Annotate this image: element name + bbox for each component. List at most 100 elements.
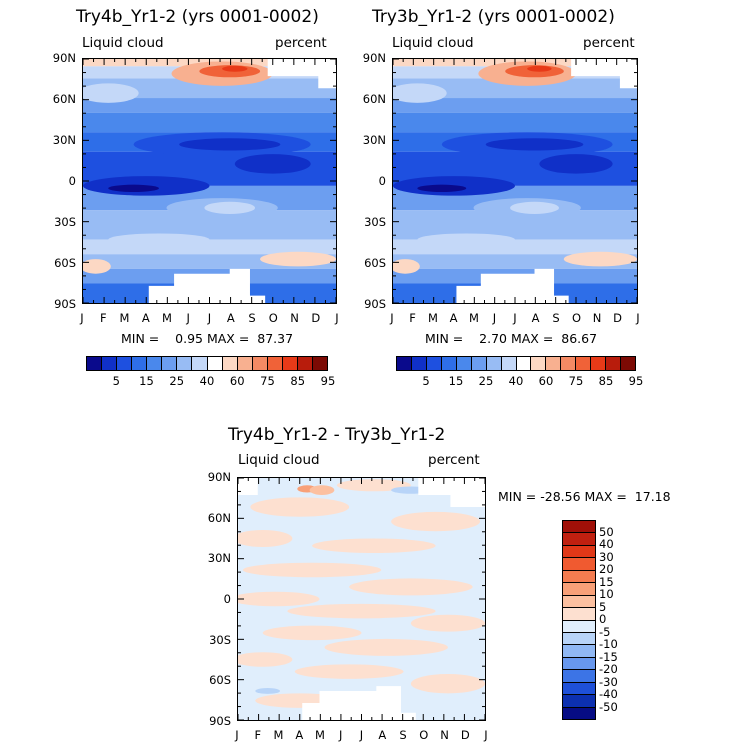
colorbar-swatch: [516, 357, 532, 370]
x-tick-label: D: [613, 311, 622, 325]
colorbar-tick-label: 75: [260, 374, 275, 388]
panel1-units-label: percent: [275, 35, 327, 51]
colorbar-swatch: [102, 357, 118, 370]
panel3-min-max: MIN = -28.56 MAX = 17.18: [498, 489, 671, 504]
colorbar-swatch: [563, 620, 595, 633]
y-tick-label: 60N: [207, 510, 231, 525]
colorbar-swatch: [237, 357, 253, 370]
panel3-title: Try4b_Yr1-2 - Try3b_Yr1-2: [228, 425, 446, 445]
colorbar-tick-label: 60: [538, 374, 554, 388]
x-tick-label: D: [460, 728, 470, 742]
missing-data-south: [302, 686, 416, 720]
colorbar-tick-label: 15: [448, 374, 464, 388]
colorbar-swatch: [132, 357, 148, 370]
colorbar-swatch: [563, 595, 595, 609]
x-tick-label: F: [409, 311, 416, 325]
anomaly-peak: [309, 485, 335, 495]
y-tick-label: 0: [68, 174, 76, 188]
blob: [83, 83, 139, 103]
colorbar-swatch: [563, 695, 595, 708]
positive-anomaly: [287, 603, 436, 619]
colorbar-swatch: [411, 357, 427, 370]
y-tick-label: 60S: [54, 256, 76, 270]
p1-field: [83, 59, 336, 303]
colorbar-swatch: [563, 645, 595, 658]
missing-data-north: [418, 478, 485, 508]
panel2-variable-label: Liquid cloud: [392, 35, 474, 51]
colorbar-swatch: [267, 357, 283, 370]
band: [393, 112, 637, 133]
blob: [485, 138, 584, 151]
colorbar-swatch: [563, 682, 595, 696]
colorbar-swatch: [563, 521, 595, 534]
blob: [510, 201, 559, 214]
colorbar-swatch: [162, 357, 178, 370]
panel3-units-label: percent: [428, 452, 480, 468]
panel1-title: Try4b_Yr1-2 (yrs 0001-0002): [76, 7, 319, 27]
colorbar-swatch: [563, 657, 595, 671]
colorbar-swatch: [576, 357, 592, 370]
colorbar-swatch: [486, 357, 502, 370]
x-tick-label: J: [359, 728, 364, 742]
colorbar-swatch: [501, 357, 517, 370]
y-tick-label: 30N: [362, 133, 386, 147]
colorbar-tick-label: 0: [599, 612, 607, 626]
band: [393, 78, 637, 99]
panel3-colorbar: [562, 520, 596, 720]
colorbar-tick-label: 85: [598, 374, 614, 388]
colorbar-swatch: [621, 357, 635, 370]
colorbar-swatch: [312, 357, 327, 370]
colorbar-tick-label: 50: [599, 524, 614, 539]
positive-anomaly: [391, 511, 481, 532]
band: [393, 98, 637, 113]
y-tick-label: 60N: [52, 92, 76, 106]
arctic-peak: [222, 65, 248, 72]
colorbar-tick-label: 20: [599, 562, 614, 576]
colorbar-tick-label: 85: [290, 374, 306, 388]
colorbar-swatch: [561, 357, 577, 370]
blob: [539, 154, 613, 174]
x-tick-label: F: [254, 728, 262, 742]
colorbar-tick-label: 95: [628, 374, 644, 388]
colorbar-swatch: [282, 357, 298, 370]
blob: [393, 83, 447, 103]
colorbar-swatch: [297, 357, 313, 370]
panel2-plot: [392, 58, 638, 304]
colorbar-swatch: [207, 357, 223, 370]
x-tick-label: A: [141, 311, 150, 325]
x-tick-label: A: [295, 728, 304, 742]
arctic-peak: [527, 65, 552, 72]
colorbar-tick-label: -20: [599, 662, 618, 676]
colorbar-tick-label: -15: [599, 649, 618, 664]
positive-anomaly: [312, 538, 436, 554]
colorbar-swatch: [441, 357, 457, 370]
missing-data-north: [267, 59, 336, 89]
colorbar-tick-label: 10: [599, 587, 614, 601]
x-tick-label: F: [99, 311, 107, 325]
positive-anomaly: [238, 530, 293, 547]
blob: [204, 201, 256, 214]
colorbar-swatch: [546, 357, 562, 370]
x-tick-label: A: [378, 728, 387, 742]
colorbar-swatch: [563, 583, 595, 596]
panel2-min-max: MIN = 2.70 MAX = 86.67: [425, 331, 598, 346]
x-tick-label: M: [119, 311, 130, 325]
panel2-title: Try3b_Yr1-2 (yrs 0001-0002): [372, 7, 615, 27]
x-tick-label: J: [207, 311, 212, 325]
colorbar-swatch: [563, 558, 595, 571]
x-tick-label: O: [268, 311, 278, 325]
band: [83, 112, 336, 133]
y-tick-label: 60S: [209, 673, 231, 688]
positive-anomaly: [262, 625, 362, 641]
positive-anomaly: [410, 614, 485, 632]
colorbar-swatch: [222, 357, 238, 370]
positive-anomaly: [349, 578, 473, 596]
x-tick-label: A: [449, 311, 458, 325]
x-tick-label: J: [513, 311, 517, 325]
panel1-variable-label: Liquid cloud: [82, 35, 164, 51]
panel1-plot: [82, 58, 337, 304]
colorbar-tick-label: 40: [199, 374, 215, 388]
x-tick-label: J: [80, 311, 84, 325]
x-tick-label: O: [419, 728, 429, 742]
colorbar-swatch: [563, 533, 595, 546]
